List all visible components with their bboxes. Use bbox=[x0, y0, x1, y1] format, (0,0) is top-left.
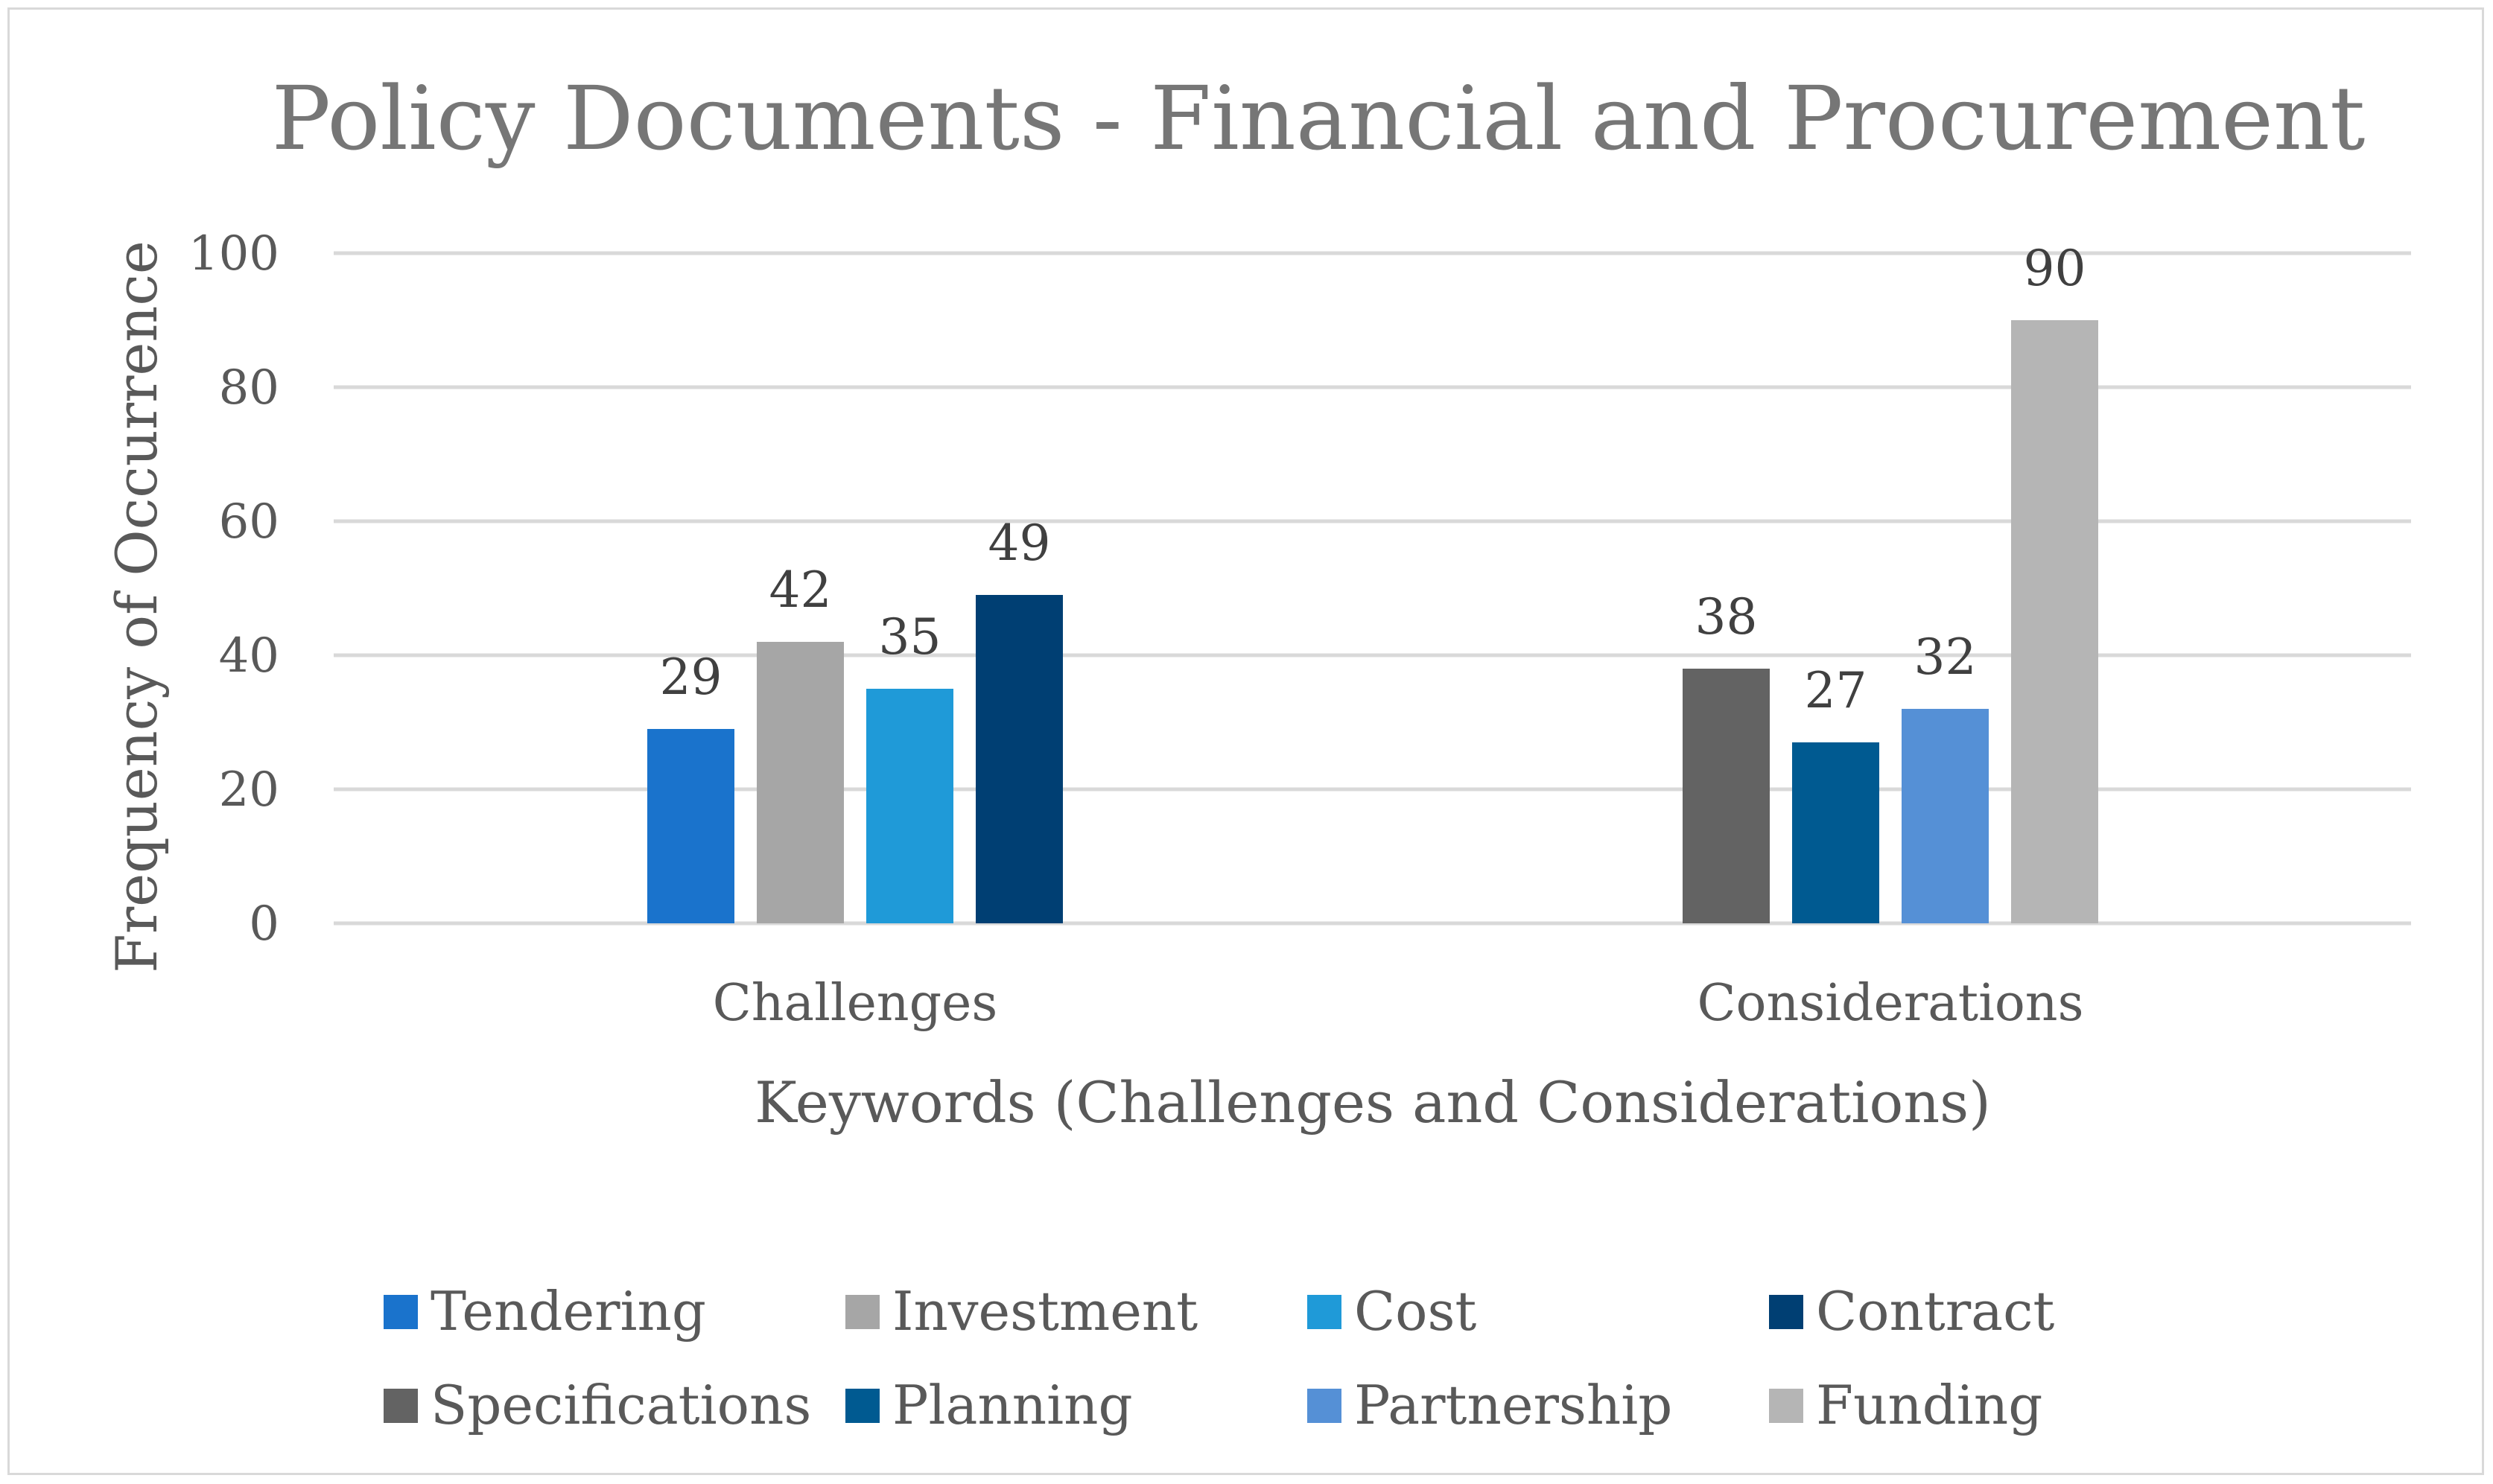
data-label-funding: 90 bbox=[2024, 240, 2086, 297]
legend-item-partnership: Partnership bbox=[1307, 1374, 1672, 1436]
legend-swatch bbox=[384, 1389, 418, 1423]
gridlines bbox=[334, 251, 2411, 926]
legend-label: Contract bbox=[1816, 1280, 2054, 1343]
bar-specifications bbox=[1683, 669, 1770, 923]
legend-item-tendering: Tendering bbox=[384, 1280, 706, 1343]
legend-swatch bbox=[1307, 1389, 1341, 1423]
category-label-considerations: Considerations bbox=[1698, 974, 2084, 1033]
bar-funding bbox=[2011, 320, 2098, 923]
legend-label: Specifications bbox=[431, 1374, 811, 1436]
bars bbox=[647, 320, 2098, 923]
y-tick-label: 100 bbox=[188, 226, 279, 281]
y-tick-label: 60 bbox=[219, 494, 279, 550]
x-axis-title: Keywords (Challenges and Considerations) bbox=[755, 1069, 1991, 1136]
y-tick-label: 0 bbox=[249, 897, 279, 952]
legend-swatch bbox=[1769, 1389, 1803, 1423]
legend-swatch bbox=[845, 1389, 880, 1423]
data-label-investment: 42 bbox=[769, 561, 832, 619]
bar-tendering bbox=[647, 729, 734, 923]
bar-contract bbox=[976, 595, 1063, 923]
legend-swatch bbox=[845, 1295, 880, 1329]
data-label-cost: 35 bbox=[879, 608, 941, 666]
y-tick-label: 20 bbox=[219, 762, 279, 818]
legend-item-funding: Funding bbox=[1769, 1374, 2042, 1436]
legend: Tendering Investment Cost Contract Specifica… bbox=[384, 1280, 2054, 1436]
chart-title: Policy Documents - Financial and Procure… bbox=[272, 67, 2366, 170]
legend-swatch bbox=[1307, 1295, 1341, 1329]
legend-item-investment: Investment bbox=[845, 1280, 1198, 1343]
legend-label: Cost bbox=[1354, 1280, 1476, 1343]
bar-planning bbox=[1792, 742, 1879, 923]
legend-label: Funding bbox=[1816, 1374, 2042, 1436]
category-label-challenges: Challenges bbox=[713, 974, 998, 1033]
y-axis-title: Frequency of Occurrence bbox=[104, 241, 170, 973]
y-tick-label: 40 bbox=[219, 628, 279, 684]
legend-label: Planning bbox=[892, 1374, 1133, 1436]
legend-item-contract: Contract bbox=[1769, 1280, 2054, 1343]
data-label-planning: 27 bbox=[1805, 662, 1867, 719]
legend-label: Tendering bbox=[431, 1280, 706, 1343]
category-labels: Challenges Considerations bbox=[713, 974, 2084, 1033]
legend-item-planning: Planning bbox=[845, 1374, 1133, 1436]
data-label-tendering: 29 bbox=[660, 649, 723, 706]
legend-item-cost: Cost bbox=[1307, 1280, 1476, 1343]
data-label-specifications: 38 bbox=[1695, 588, 1758, 646]
legend-item-specifications: Specifications bbox=[384, 1374, 811, 1436]
legend-swatch bbox=[384, 1295, 418, 1329]
data-label-contract: 49 bbox=[988, 515, 1051, 572]
bar-investment bbox=[757, 642, 844, 923]
bar-cost bbox=[866, 689, 953, 923]
legend-label: Partnership bbox=[1354, 1374, 1672, 1436]
legend-swatch bbox=[1769, 1295, 1803, 1329]
y-tick-label: 80 bbox=[219, 360, 279, 415]
legend-label: Investment bbox=[892, 1280, 1198, 1343]
data-label-partnership: 32 bbox=[1914, 628, 1977, 686]
data-labels: 29 42 35 49 38 27 32 90 bbox=[660, 240, 2086, 719]
y-axis-ticks: 0 20 40 60 80 100 bbox=[188, 226, 279, 952]
bar-partnership bbox=[1902, 709, 1989, 923]
